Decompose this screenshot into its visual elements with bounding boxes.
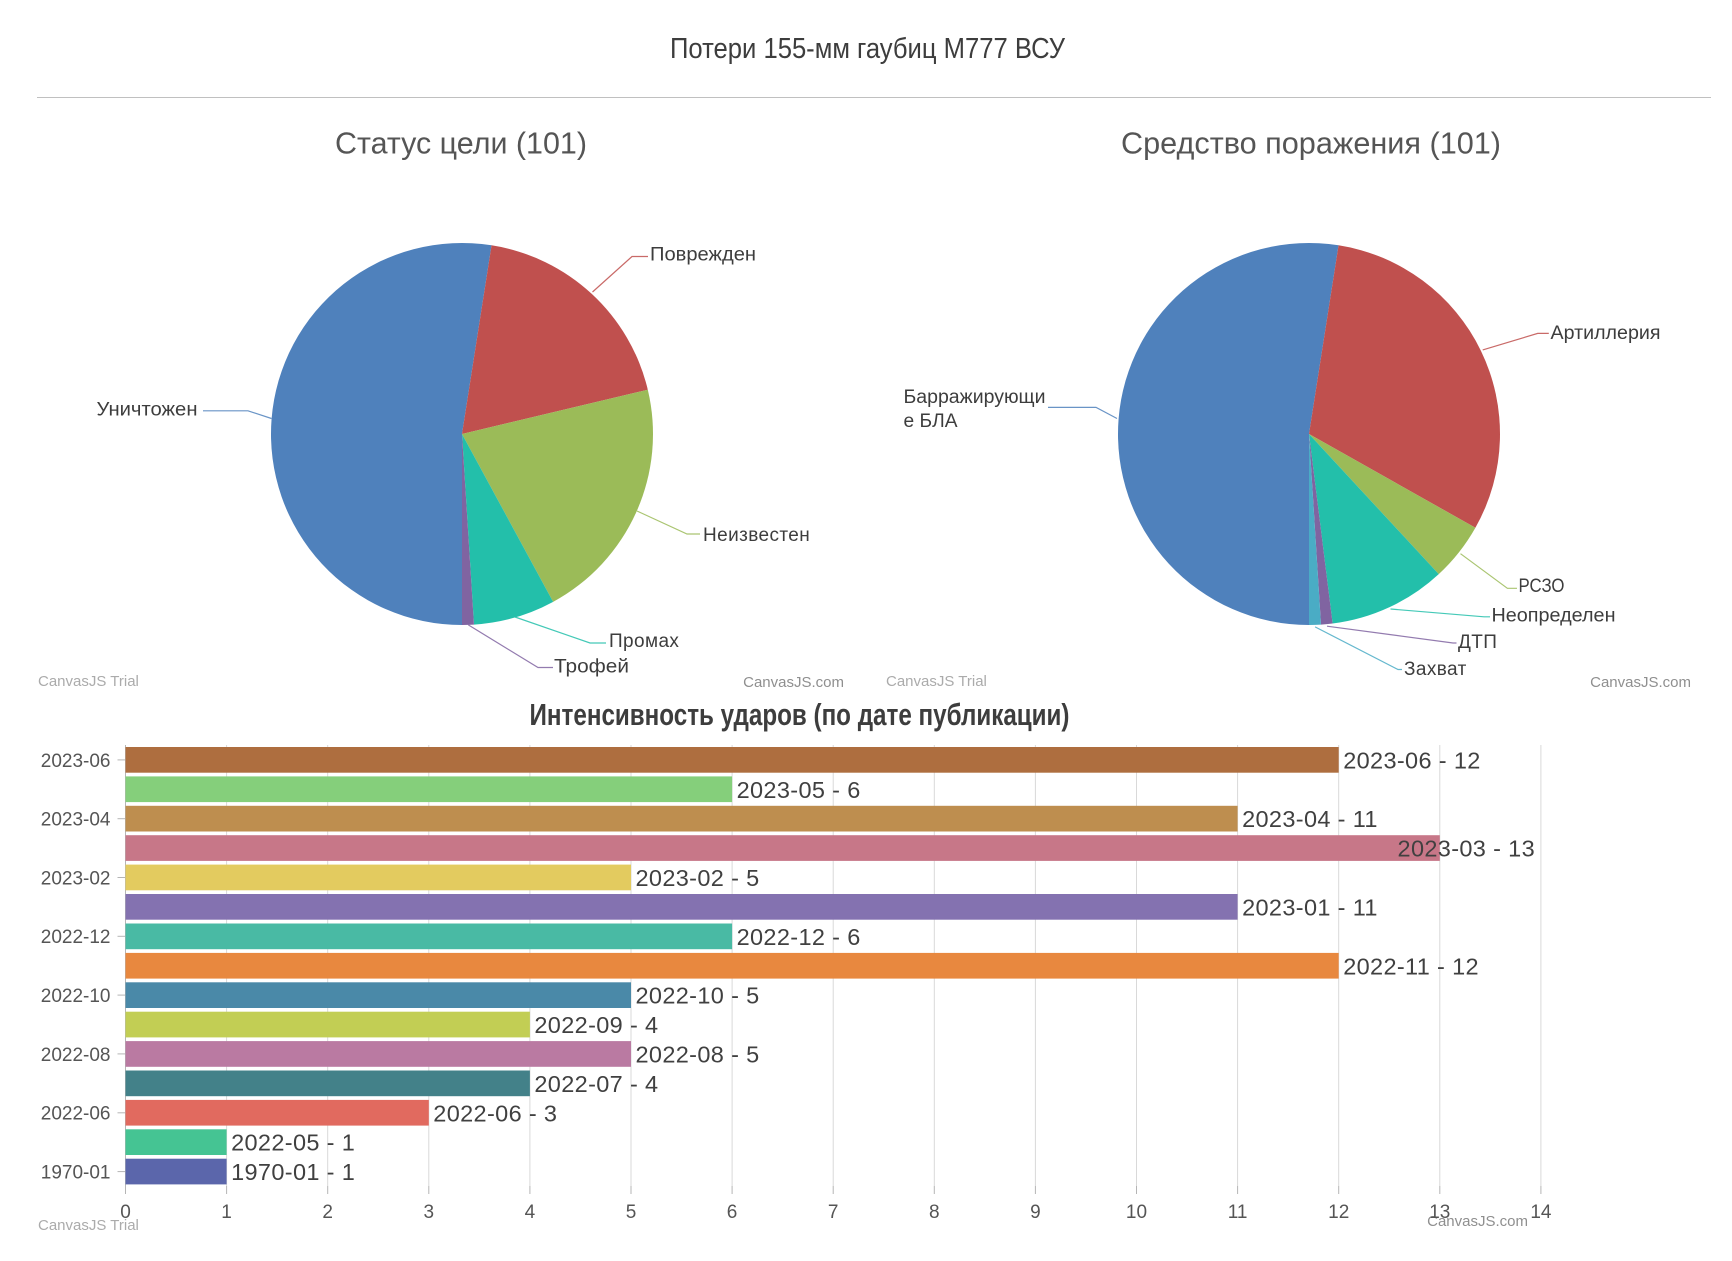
svg-text:2022-09 - 4: 2022-09 - 4	[534, 1012, 658, 1038]
svg-text:12: 12	[1328, 1202, 1349, 1223]
svg-text:6: 6	[727, 1202, 738, 1223]
svg-text:2022-08 - 5: 2022-08 - 5	[636, 1042, 760, 1068]
svg-text:2022-06: 2022-06	[41, 1104, 111, 1125]
svg-text:2023-02: 2023-02	[41, 868, 111, 889]
svg-text:CanvasJS.com: CanvasJS.com	[1427, 1213, 1528, 1230]
svg-text:CanvasJS Trial: CanvasJS Trial	[38, 1217, 139, 1234]
svg-text:Барражирующи: Барражирующи	[904, 387, 1046, 408]
svg-text:13: 13	[1429, 1202, 1450, 1223]
svg-text:11: 11	[1228, 1202, 1248, 1223]
svg-text:Неизвестен: Неизвестен	[703, 525, 810, 546]
svg-text:1: 1	[221, 1202, 232, 1223]
svg-text:9: 9	[1030, 1202, 1041, 1223]
svg-text:0: 0	[120, 1202, 131, 1223]
svg-text:CanvasJS Trial: CanvasJS Trial	[886, 673, 987, 690]
svg-text:Средство поражения (101): Средство поражения (101)	[1121, 126, 1501, 161]
svg-text:CanvasJS.com: CanvasJS.com	[1590, 674, 1691, 691]
svg-text:Неопределен: Неопределен	[1492, 606, 1616, 627]
svg-text:2022-10: 2022-10	[41, 986, 111, 1007]
svg-text:14: 14	[1530, 1202, 1552, 1223]
svg-text:2023-05 - 6: 2023-05 - 6	[737, 777, 861, 803]
svg-text:CanvasJS.com: CanvasJS.com	[743, 674, 844, 691]
svg-text:ДТП: ДТП	[1458, 632, 1497, 653]
svg-text:2023-02 - 5: 2023-02 - 5	[636, 865, 760, 891]
svg-text:Промах: Промах	[609, 631, 679, 652]
svg-text:2023-06: 2023-06	[41, 751, 111, 772]
svg-text:8: 8	[929, 1202, 940, 1223]
svg-text:2022-07 - 4: 2022-07 - 4	[534, 1071, 658, 1097]
svg-text:2022-12 - 6: 2022-12 - 6	[737, 924, 861, 950]
svg-text:2022-06 - 3: 2022-06 - 3	[433, 1100, 557, 1126]
svg-text:2022-10 - 5: 2022-10 - 5	[636, 983, 760, 1009]
svg-text:1970-01 - 1: 1970-01 - 1	[231, 1159, 355, 1185]
svg-text:2023-04: 2023-04	[41, 810, 111, 831]
svg-text:Захват: Захват	[1404, 659, 1467, 680]
svg-text:Интенсивность ударов (по дате: Интенсивность ударов (по дате публикации…	[530, 697, 1070, 732]
svg-text:Трофей: Трофей	[554, 657, 629, 678]
svg-text:2022-08: 2022-08	[41, 1045, 111, 1066]
svg-text:CanvasJS Trial: CanvasJS Trial	[38, 673, 139, 690]
svg-text:е БЛА: е БЛА	[904, 411, 958, 432]
svg-text:Статус цели (101): Статус цели (101)	[335, 126, 587, 161]
svg-text:Потери 155-мм гаубиц М777 ВСУ: Потери 155-мм гаубиц М777 ВСУ	[670, 33, 1065, 65]
svg-text:10: 10	[1126, 1202, 1147, 1223]
svg-text:2022-05 - 1: 2022-05 - 1	[231, 1130, 355, 1156]
svg-text:5: 5	[626, 1202, 637, 1223]
svg-text:2023-03 - 13: 2023-03 - 13	[1398, 836, 1535, 862]
svg-text:1970-01: 1970-01	[41, 1163, 111, 1184]
svg-text:2023-01 - 11: 2023-01 - 11	[1242, 894, 1378, 920]
svg-text:Уничтожен: Уничтожен	[97, 399, 198, 420]
svg-text:2023-06 - 12: 2023-06 - 12	[1343, 747, 1480, 773]
svg-text:2022-11 - 12: 2022-11 - 12	[1343, 953, 1479, 979]
svg-text:2023-04 - 11: 2023-04 - 11	[1242, 806, 1378, 832]
svg-text:Артиллерия: Артиллерия	[1551, 323, 1661, 344]
svg-text:7: 7	[828, 1202, 839, 1223]
svg-text:2022-12: 2022-12	[41, 927, 111, 948]
svg-text:РСЗО: РСЗО	[1519, 576, 1565, 597]
svg-text:2: 2	[322, 1202, 333, 1223]
svg-text:3: 3	[424, 1202, 435, 1223]
svg-text:Поврежден: Поврежден	[650, 245, 756, 266]
svg-text:4: 4	[525, 1202, 536, 1223]
